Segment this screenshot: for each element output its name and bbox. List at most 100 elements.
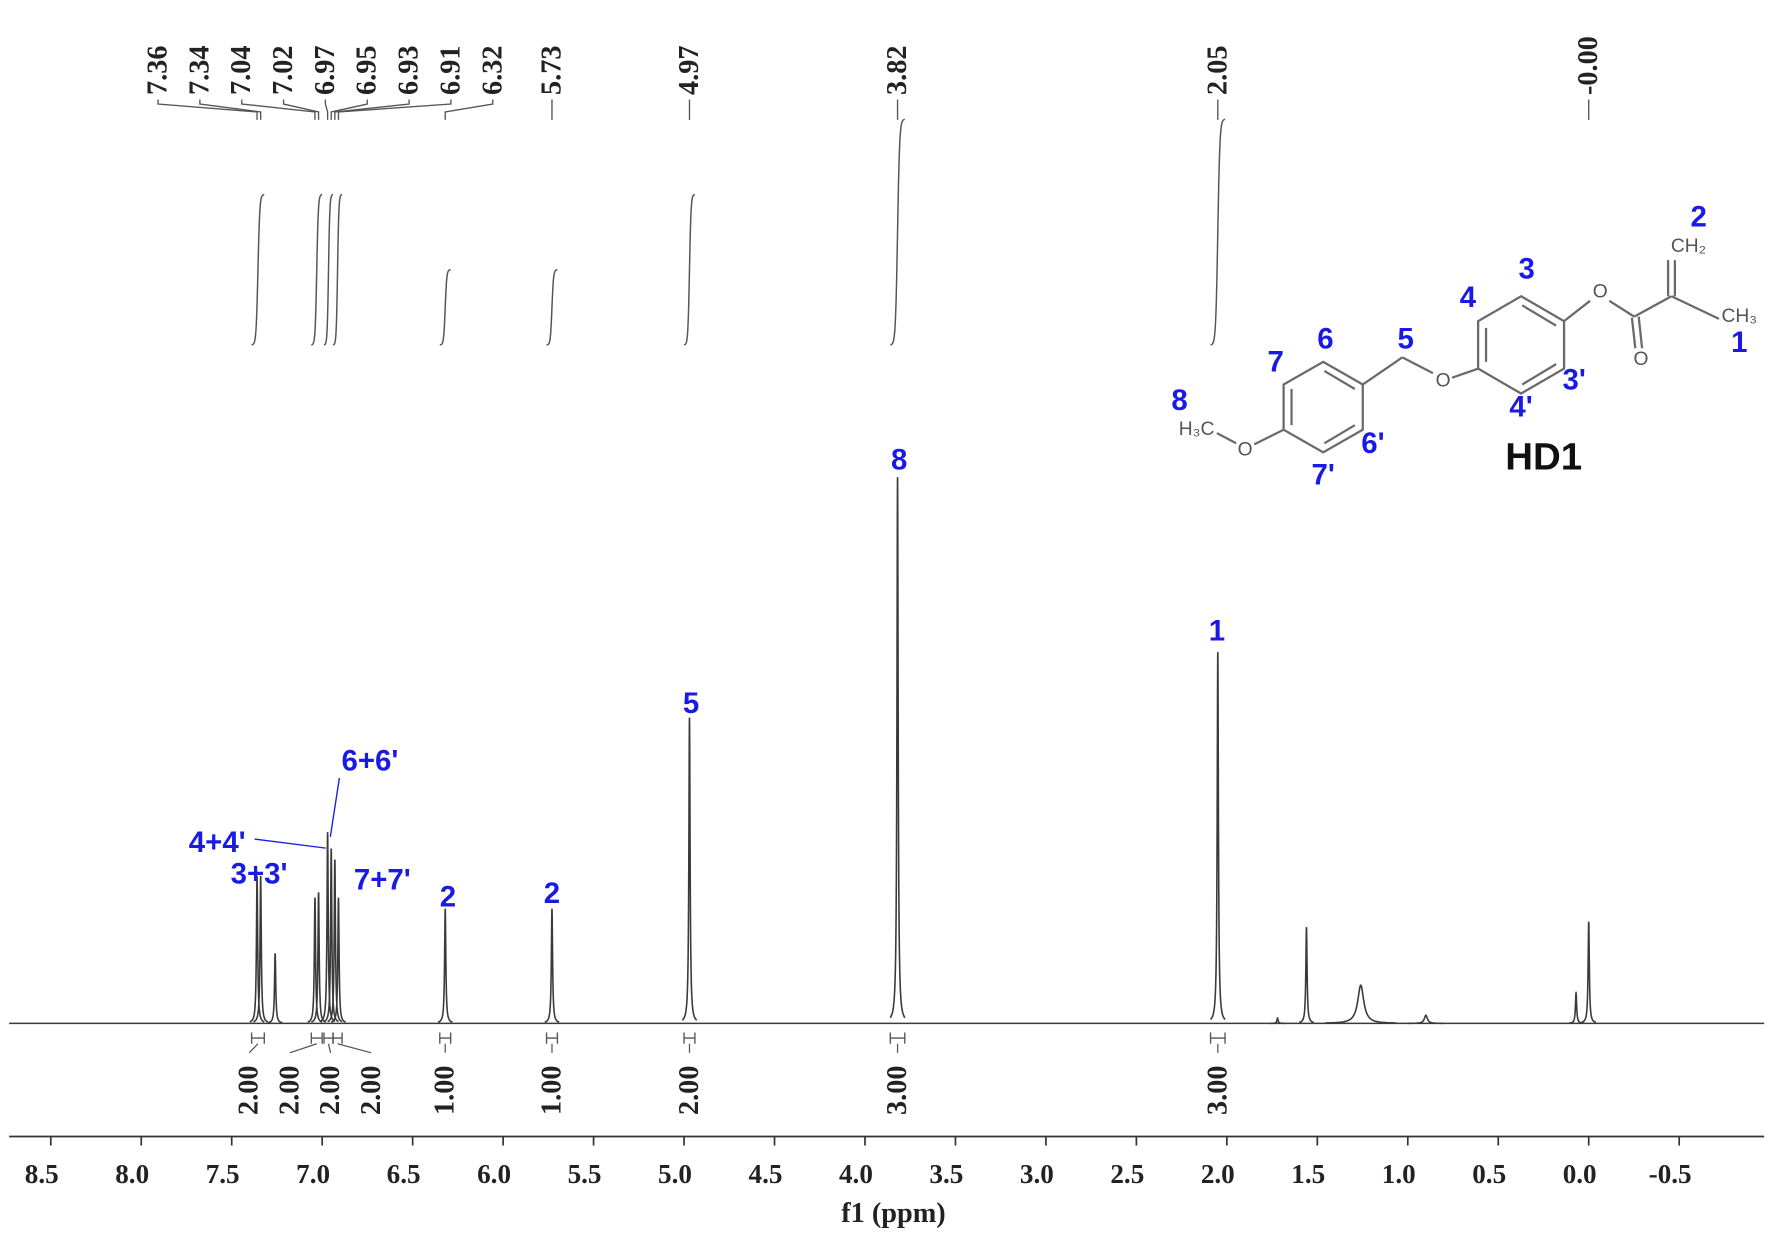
integral-bracket <box>439 1032 452 1044</box>
x-axis-label: f1 (ppm) <box>841 1198 945 1229</box>
peak-label-connector <box>334 99 410 120</box>
x-tick-label: 5.5 <box>568 1159 602 1189</box>
atom-label: O <box>1593 281 1608 302</box>
bond <box>1671 295 1720 320</box>
peak-label: 6.93 <box>394 46 425 95</box>
x-tick-label: 0.0 <box>1563 1159 1597 1189</box>
peak-label-connector <box>157 99 258 120</box>
peak <box>681 717 698 1021</box>
peak-label-connector <box>241 99 316 120</box>
bond <box>1323 424 1356 445</box>
peak-label: 6.32 <box>477 46 508 95</box>
x-tick-label: 8.0 <box>115 1159 149 1189</box>
peak <box>323 848 339 1023</box>
peak <box>1407 1014 1444 1025</box>
integral-label: 2.00 <box>315 1066 346 1115</box>
peak <box>307 897 323 1023</box>
annotation: 8 <box>891 444 907 477</box>
peak <box>1298 927 1314 1024</box>
peak-label: 4.97 <box>674 46 705 95</box>
integral-label: 2.00 <box>674 1066 705 1115</box>
position-label: 3' <box>1563 363 1586 396</box>
integral-bracket <box>1209 1032 1226 1044</box>
x-tick-label: 1.5 <box>1291 1159 1325 1189</box>
peak-label: 3.82 <box>882 46 913 95</box>
structure: CH₂ CH₃ H₃C O O O O 1 2 3 3' 4 4' 5 6 6'… <box>1171 201 1757 492</box>
x-tick-label: 2.5 <box>1110 1159 1144 1189</box>
peak-label: 6.91 <box>435 46 466 95</box>
integral-label: 2.00 <box>356 1066 387 1115</box>
peak <box>1568 991 1584 1024</box>
position-label: 3 <box>1519 253 1535 286</box>
peak-label-connector <box>337 99 452 120</box>
peak-label-connector <box>199 99 262 120</box>
bond <box>1253 428 1285 446</box>
bond <box>1323 369 1356 390</box>
integral-bracket <box>683 1032 696 1044</box>
peak-label: 7.02 <box>268 46 299 95</box>
peak-label-connector <box>282 99 320 120</box>
bond <box>1608 299 1635 318</box>
integral-label: 3.00 <box>1202 1066 1233 1115</box>
peak-label: 7.36 <box>143 46 174 95</box>
atom-label: O <box>1238 440 1253 461</box>
x-tick-label: 2.0 <box>1201 1159 1235 1189</box>
position-label: 7 <box>1268 345 1284 378</box>
ring <box>1476 294 1566 395</box>
integral-bracket <box>323 1032 334 1044</box>
x-tick-label: 6.0 <box>477 1159 511 1189</box>
peak <box>1209 651 1226 1021</box>
integral-connector <box>327 1043 332 1053</box>
integral-label: 2.00 <box>234 1066 265 1115</box>
x-tick-label: 4.5 <box>749 1159 783 1189</box>
compound-name: HD1 <box>1505 435 1582 478</box>
peak <box>1270 1017 1285 1025</box>
atom-label: O <box>1633 349 1648 370</box>
x-tick-label: 5.0 <box>658 1159 692 1189</box>
leader-line <box>254 838 326 849</box>
x-tick-label: 6.5 <box>387 1159 421 1189</box>
x-tick-label: 4.0 <box>839 1159 873 1189</box>
integral-connector <box>289 1043 317 1054</box>
peak-label: 2.05 <box>1202 46 1233 95</box>
peak <box>437 908 453 1023</box>
integral-bracket <box>332 1032 343 1044</box>
group-label: CH₂ <box>1671 236 1706 257</box>
peak <box>327 859 343 1023</box>
integral-bracket <box>889 1032 906 1044</box>
integral-connector <box>248 1043 259 1054</box>
annotation: 5 <box>683 687 699 720</box>
x-tick-label: 7.0 <box>296 1159 330 1189</box>
integral-label: 1.00 <box>536 1066 567 1115</box>
position-label: 4 <box>1460 281 1477 314</box>
peak <box>267 953 283 1024</box>
integral-bracket <box>545 1032 559 1044</box>
integral-curve <box>439 268 451 346</box>
position-label: 5 <box>1398 323 1414 356</box>
peak <box>544 908 560 1023</box>
peak-label: 7.34 <box>184 46 215 95</box>
bond <box>1451 367 1479 379</box>
peak <box>330 897 347 1023</box>
integral-curve <box>332 193 343 346</box>
position-label: 6' <box>1361 427 1384 460</box>
integral-label: 1.00 <box>430 1066 461 1115</box>
integral-curve <box>890 118 905 346</box>
integral-bracket <box>310 1032 323 1044</box>
annotation: 2 <box>440 880 456 913</box>
bond <box>1216 432 1237 445</box>
ring <box>1282 360 1364 454</box>
bond <box>1633 295 1673 318</box>
peak-label-connector <box>330 99 368 120</box>
integral-label: 3.00 <box>882 1066 913 1115</box>
bond <box>1362 356 1403 386</box>
peak-label: 5.73 <box>536 46 567 95</box>
integral-curve <box>251 193 265 346</box>
bond <box>1521 304 1557 327</box>
peak <box>1581 921 1597 1024</box>
leader-line <box>329 777 341 837</box>
peak <box>1324 984 1397 1024</box>
peak <box>319 832 336 1023</box>
